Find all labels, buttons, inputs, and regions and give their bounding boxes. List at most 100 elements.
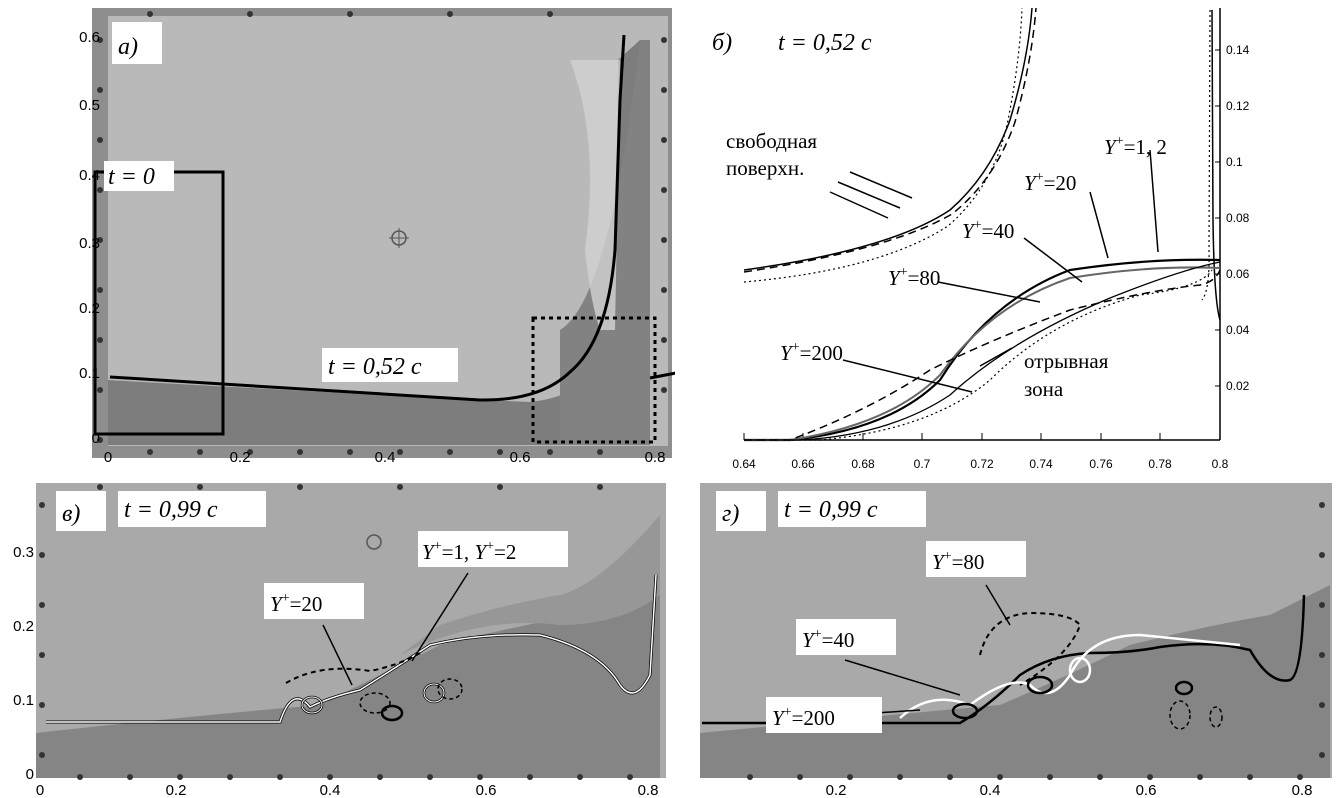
panel-b-y-ticks: 0.02 0.04 0.06 0.08 0.1 0.12 0.14 [1226, 43, 1250, 393]
panel-b-x-tick: 0.8 [1212, 457, 1229, 471]
panel-b-y-tick: 0.02 [1226, 379, 1250, 393]
panel-a-free-surface-curve [109, 34, 626, 402]
panel-b-free-surface-label-1: свободная [726, 129, 817, 153]
panel-a-zoom-arrow [649, 371, 675, 380]
panel-c-time-box [118, 491, 266, 527]
panel-a-x-tick: 0.8 [645, 449, 666, 466]
panel-c-time-label: t = 0,99 с [124, 497, 218, 523]
svg-text:Y+=200: Y+=200 [780, 340, 843, 365]
panel-d-label: г) [722, 501, 739, 527]
panel-b-label: б) [712, 30, 732, 56]
panel-b-x-tick: 0.66 [791, 457, 815, 471]
panel-a-frame-dots [97, 11, 667, 455]
panel-d-frame-dots [747, 502, 1325, 780]
panel-b-yplus-40: Y+=40 [962, 218, 1014, 243]
panel-a-y-tick: 0.2 [79, 300, 100, 317]
panel-c-y-ticks: 0 0.1 0.2 0.3 [13, 544, 34, 783]
panel-d-yplus-80: Y+=80 [932, 549, 984, 574]
panel-b-x-tick: 0.76 [1089, 457, 1113, 471]
panel-b-free-surface-label-2: поверхн. [726, 156, 804, 180]
panel-a-y-tick: 0.6 [79, 29, 100, 46]
panel-b-y-tick: 0.08 [1226, 211, 1250, 225]
panel-a-t0-box [104, 161, 174, 191]
svg-text:Y+=20: Y+=20 [1024, 170, 1076, 195]
panel-c-label-box [56, 491, 106, 531]
panel-c-yplus-1-2: Y+=1, Y+=2 [422, 539, 516, 564]
panel-b-x-tick-marks [743, 49, 1221, 440]
panel-b-yplus-1-2: Y+=1, 2 [1104, 134, 1167, 159]
panel-b-leader-lines [829, 149, 1159, 393]
panel-d-leader-80 [985, 584, 1011, 626]
panel-a-zoom-region [531, 316, 657, 444]
panel-b-y-tick: 0.14 [1226, 43, 1250, 57]
panel-c-x-tick: 0.8 [638, 782, 659, 798]
panel-a-figure: а) t = 0 t = 0,52 с 0 0.2 0.4 0.6 0.8 0 … [79, 8, 675, 466]
panel-d-label-box [716, 491, 766, 531]
panel-b-yplus-80: Y+=80 [888, 265, 940, 290]
panel-d-leader-40 [844, 659, 961, 696]
panel-c-y-tick: 0.1 [13, 692, 34, 709]
panel-a-time-box [322, 348, 458, 382]
panel-c-figure: в) t = 0,99 с Y+=20 Y+=1, Y+=2 0 0.2 0.4… [13, 483, 666, 798]
panel-b-time-label: t = 0,52 с [778, 30, 872, 56]
panel-b: 0.64 0.66 0.68 0.7 0.72 0.74 0.76 0.78 0… [690, 0, 1339, 475]
panel-c-y-tick: 0 [26, 766, 34, 783]
panel-b-y-tick: 0.1 [1226, 155, 1243, 169]
panel-b-separation-label-2: зона [1024, 377, 1064, 401]
panel-b-y-tick: 0.12 [1226, 99, 1250, 113]
panel-d-time-box [778, 491, 926, 527]
panel-c-leader-20 [322, 624, 353, 686]
panel-c-label: в) [62, 501, 80, 527]
svg-text:Y+=80: Y+=80 [888, 265, 940, 290]
panel-c-target-mark [366, 534, 382, 550]
panel-b-x-tick: 0.78 [1148, 457, 1172, 471]
panel-a-label-box [112, 22, 162, 64]
panel-d-x-ticks: 0.2 0.4 0.6 0.8 [826, 782, 1313, 798]
panel-b-free-surface-curves [743, 7, 1221, 321]
svg-text:Y+=40: Y+=40 [962, 218, 1014, 243]
panel-d-yplus-200-box [766, 697, 882, 733]
panel-a-t0-label: t = 0 [108, 164, 155, 190]
panel-c-yplus-1-2-box [418, 531, 568, 567]
panel-d-time-label: t = 0,99 с [784, 497, 878, 523]
panel-b-x-tick: 0.74 [1029, 457, 1053, 471]
panel-b-label-box [710, 20, 746, 58]
panel-c-x-tick: 0 [36, 782, 44, 798]
panel-d-x-tick: 0.6 [1136, 782, 1157, 798]
panel-b-y-tick: 0.04 [1226, 323, 1250, 337]
panel-a-y-tick: 0.1 [79, 365, 100, 382]
panel-b-x-tick: 0.68 [851, 457, 875, 471]
panel-d-curves [702, 594, 1306, 730]
panel-c-x-tick: 0.2 [166, 782, 187, 798]
panel-d-yplus-200: Y+=200 [772, 705, 835, 730]
panel-c-yplus-20-box [264, 583, 364, 619]
panel-b-x-tick: 0.7 [914, 457, 931, 471]
panel-d-figure: г) t = 0,99 с Y+=80 Y+=40 Y+=200 0.2 0.4… [700, 483, 1332, 798]
panel-b-separation-label-1: отрывная [1024, 349, 1109, 373]
panel-a-x-tick: 0.6 [510, 449, 531, 466]
panel-a-x-tick: 0.4 [375, 449, 396, 466]
panel-c-leader-1-2 [411, 572, 469, 662]
panel-a-x-tick: 0.2 [230, 449, 251, 466]
panel-d-yplus-40-box [796, 619, 896, 655]
svg-text:Y+=1, 2: Y+=1, 2 [1104, 134, 1167, 159]
panel-c-y-tick: 0.2 [13, 618, 34, 635]
panel-d: г) t = 0,99 с Y+=80 Y+=40 Y+=200 0.2 0.4… [690, 475, 1339, 798]
panel-a-y-tick: 0.4 [79, 167, 100, 184]
panel-c-x-tick: 0.6 [476, 782, 497, 798]
panel-a-x-ticks: 0 0.2 0.4 0.6 0.8 [104, 449, 666, 466]
panel-b-boundary-curves [744, 258, 1221, 442]
panel-a-y-tick: 0.3 [79, 235, 100, 252]
panel-a-y-tick: 0 [92, 430, 100, 447]
panel-d-x-tick: 0.4 [980, 782, 1001, 798]
panel-c-y-tick: 0.3 [13, 544, 34, 561]
panel-c-water [36, 585, 660, 778]
panel-d-yplus-40: Y+=40 [802, 627, 854, 652]
panel-c-yplus-20: Y+=20 [270, 591, 322, 616]
panel-c-x-ticks: 0 0.2 0.4 0.6 0.8 [36, 782, 659, 798]
panel-d-x-tick: 0.8 [1292, 782, 1313, 798]
panel-b-plot: 0.64 0.66 0.68 0.7 0.72 0.74 0.76 0.78 0… [710, 7, 1250, 471]
panel-a-y-ticks: 0 0.1 0.2 0.3 0.4 0.5 0.6 [79, 29, 100, 447]
panel-d-x-tick: 0.2 [826, 782, 847, 798]
panel-c-frame-dots [39, 484, 633, 780]
